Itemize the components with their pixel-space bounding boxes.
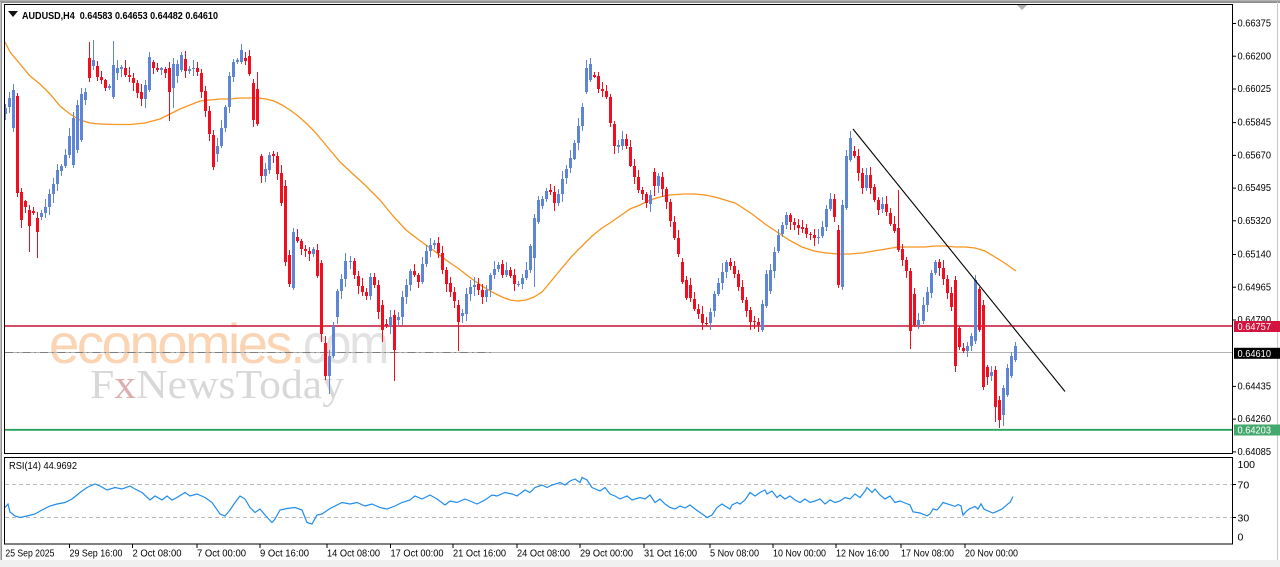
svg-text:0.65495: 0.65495 (1238, 182, 1272, 194)
svg-text:com: com (303, 312, 387, 375)
svg-text:29 Oct 00:00: 29 Oct 00:00 (580, 548, 633, 560)
svg-text:0.65140: 0.65140 (1238, 249, 1272, 261)
svg-text:0.64435: 0.64435 (1238, 381, 1272, 393)
svg-text:100: 100 (1238, 459, 1256, 471)
svg-text:0.64610: 0.64610 (1238, 348, 1272, 360)
svg-text:2 Oct 08:00: 2 Oct 08:00 (133, 548, 182, 560)
svg-text:70: 70 (1238, 479, 1250, 491)
svg-text:0.65320: 0.65320 (1238, 215, 1272, 227)
svg-text:economies.: economies. (49, 312, 303, 375)
svg-text:25 Sep 2025: 25 Sep 2025 (5, 548, 54, 560)
svg-text:0.66200: 0.66200 (1238, 50, 1272, 62)
svg-text:0: 0 (1238, 531, 1244, 543)
svg-text:5 Nov 08:00: 5 Nov 08:00 (710, 548, 759, 560)
svg-text:0.65845: 0.65845 (1238, 117, 1272, 129)
svg-text:10 Nov 00:00: 10 Nov 00:00 (773, 548, 826, 560)
svg-text:9 Oct 16:00: 9 Oct 16:00 (260, 548, 309, 560)
svg-text:31 Oct 16:00: 31 Oct 16:00 (644, 548, 697, 560)
svg-text:0.64203: 0.64203 (1238, 425, 1272, 437)
svg-text:0.64965: 0.64965 (1238, 281, 1272, 293)
svg-text:0.64260: 0.64260 (1238, 413, 1272, 425)
svg-text:7 Oct 00:00: 7 Oct 00:00 (197, 548, 246, 560)
svg-text:17 Oct 00:00: 17 Oct 00:00 (391, 548, 444, 560)
svg-text:20 Nov 00:00: 20 Nov 00:00 (965, 548, 1018, 560)
svg-text:0.64757: 0.64757 (1238, 321, 1272, 333)
svg-text:RSI(14) 44.9692: RSI(14) 44.9692 (9, 460, 77, 472)
svg-text:14 Oct 08:00: 14 Oct 08:00 (327, 548, 380, 560)
svg-text:0.65670: 0.65670 (1238, 150, 1272, 162)
svg-text:29 Sep 16:00: 29 Sep 16:00 (70, 548, 123, 560)
svg-text:24 Oct 08:00: 24 Oct 08:00 (517, 548, 570, 560)
svg-text:30: 30 (1238, 512, 1250, 524)
svg-text:0.66375: 0.66375 (1238, 18, 1272, 30)
svg-text:17 Nov 08:00: 17 Nov 08:00 (901, 548, 954, 560)
svg-text:0.66025: 0.66025 (1238, 83, 1272, 95)
svg-text:21 Oct 16:00: 21 Oct 16:00 (453, 548, 506, 560)
svg-text:12 Nov 16:00: 12 Nov 16:00 (836, 548, 889, 560)
svg-text:AUDUSD,H4 0.64583 0.64653 0.6: AUDUSD,H4 0.64583 0.64653 0.64482 0.6461… (22, 10, 218, 22)
svg-text:FxNewsToday: FxNewsToday (90, 361, 345, 407)
svg-text:0.64085: 0.64085 (1238, 446, 1272, 458)
